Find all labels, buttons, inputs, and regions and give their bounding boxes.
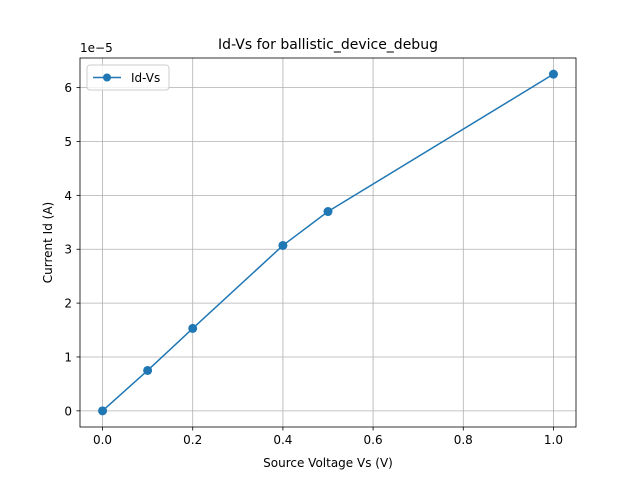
data-point (548, 69, 558, 79)
x-tick-label: 0.8 (454, 433, 473, 447)
x-tick-label: 0.0 (93, 433, 112, 447)
data-point (143, 365, 153, 375)
legend-box (86, 64, 170, 91)
y-tick-label: 6 (64, 81, 72, 95)
chart-title: Id-Vs for ballistic_device_debug (218, 37, 438, 53)
y-axis-ticks: 0 1 2 3 4 5 6 (64, 81, 80, 418)
y-tick-label: 0 (64, 404, 72, 418)
data-point (278, 240, 288, 250)
series-marker-layer (98, 69, 558, 416)
legend-marker-swatch (103, 73, 111, 82)
x-tick-label: 0.4 (273, 433, 292, 447)
y-tick-label: 3 (64, 243, 72, 257)
y-tick-label: 4 (64, 189, 72, 203)
y-axis-offset-label: 1e−5 (80, 41, 113, 55)
y-tick-label: 2 (64, 297, 72, 311)
series-line (102, 73, 554, 412)
x-tick-label: 1.0 (544, 433, 563, 447)
series-line-layer (102, 73, 554, 412)
legend: Id-Vs (86, 64, 170, 91)
data-point (188, 323, 198, 333)
legend-entry-label: Id-Vs (131, 71, 160, 85)
x-axis-label: Source Voltage Vs (V) (263, 456, 393, 470)
y-axis-label: Current Id (A) (41, 202, 55, 283)
x-tick-label: 0.2 (183, 433, 202, 447)
y-tick-label: 5 (64, 135, 72, 149)
x-tick-label: 0.6 (364, 433, 383, 447)
data-point (323, 207, 333, 217)
y-tick-label: 1 (64, 350, 72, 364)
data-point (98, 406, 108, 416)
axes-frame (79, 57, 577, 428)
x-axis-ticks: 0.0 0.2 0.4 0.6 0.8 1.0 (93, 427, 563, 447)
